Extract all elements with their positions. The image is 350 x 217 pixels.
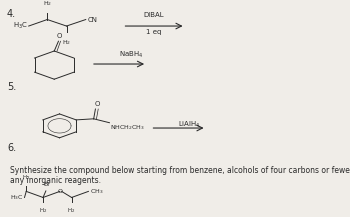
Text: NHCH$_2$CH$_3$: NHCH$_2$CH$_3$ xyxy=(111,124,145,133)
Text: O: O xyxy=(56,33,62,39)
Text: H$_2$: H$_2$ xyxy=(62,38,71,47)
Text: H$_2$: H$_2$ xyxy=(43,0,52,8)
Text: DIBAL: DIBAL xyxy=(144,12,164,18)
Text: H$_2$: H$_2$ xyxy=(39,206,47,215)
Text: 5.: 5. xyxy=(7,82,16,92)
Text: H$_3$C: H$_3$C xyxy=(13,21,28,31)
Text: LiAlH$_4$: LiAlH$_4$ xyxy=(178,120,201,130)
Text: Synthesize the compound below starting from benzene, alcohols of four carbons or: Synthesize the compound below starting f… xyxy=(10,166,350,185)
Text: Br: Br xyxy=(43,182,50,187)
Text: H$_2$: H$_2$ xyxy=(68,206,76,215)
Text: H$_3$C: H$_3$C xyxy=(10,193,24,202)
Text: H$_2$: H$_2$ xyxy=(22,173,30,182)
Text: 6.: 6. xyxy=(7,143,16,153)
Text: O: O xyxy=(94,101,99,107)
Text: CH$_3$: CH$_3$ xyxy=(90,187,104,196)
Text: CN: CN xyxy=(88,16,98,23)
Text: 1 eq: 1 eq xyxy=(146,29,162,35)
Text: NaBH$_4$: NaBH$_4$ xyxy=(119,49,144,60)
Text: 4.: 4. xyxy=(7,9,16,19)
Text: O: O xyxy=(57,189,62,194)
